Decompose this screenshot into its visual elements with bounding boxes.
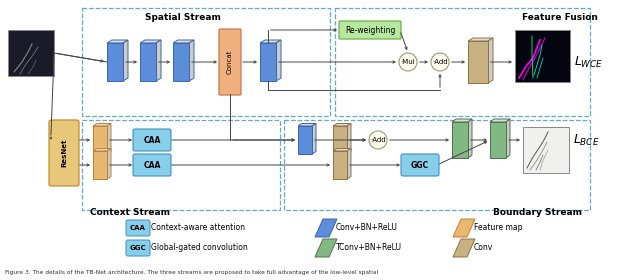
- Text: GGC: GGC: [411, 160, 429, 169]
- Circle shape: [399, 53, 417, 71]
- Bar: [82, 120, 280, 210]
- Polygon shape: [276, 40, 281, 81]
- FancyBboxPatch shape: [133, 129, 171, 151]
- Polygon shape: [107, 123, 111, 154]
- FancyBboxPatch shape: [49, 120, 79, 186]
- Circle shape: [431, 53, 449, 71]
- FancyBboxPatch shape: [133, 154, 171, 176]
- Polygon shape: [93, 151, 107, 179]
- Text: Global-gated convolution: Global-gated convolution: [151, 244, 248, 253]
- Polygon shape: [312, 123, 316, 154]
- Polygon shape: [315, 219, 337, 237]
- FancyBboxPatch shape: [401, 154, 439, 176]
- Polygon shape: [93, 126, 107, 154]
- Bar: [82, 8, 330, 116]
- Text: CAA: CAA: [143, 136, 161, 144]
- Bar: [515, 30, 570, 82]
- Polygon shape: [347, 123, 351, 154]
- Text: Conv: Conv: [474, 244, 493, 253]
- Circle shape: [369, 131, 387, 149]
- Polygon shape: [333, 126, 347, 154]
- FancyBboxPatch shape: [126, 240, 150, 256]
- Polygon shape: [107, 40, 128, 43]
- Polygon shape: [452, 119, 472, 122]
- Text: Spatial Stream: Spatial Stream: [145, 13, 221, 22]
- Text: Context-aware attention: Context-aware attention: [151, 223, 245, 232]
- FancyBboxPatch shape: [219, 29, 241, 95]
- Polygon shape: [315, 239, 337, 257]
- Polygon shape: [93, 148, 111, 151]
- Text: Feature map: Feature map: [474, 223, 522, 232]
- Text: TConv+BN+ReLU: TConv+BN+ReLU: [336, 244, 402, 253]
- Text: Conv+BN+ReLU: Conv+BN+ReLU: [336, 223, 398, 232]
- Polygon shape: [468, 41, 488, 83]
- Polygon shape: [107, 43, 123, 81]
- Bar: [335, 8, 590, 116]
- Text: Figure 3. The details of the TB-Net architecture. The three streams are proposed: Figure 3. The details of the TB-Net arch…: [5, 270, 378, 275]
- Bar: [523, 127, 569, 173]
- Polygon shape: [140, 40, 161, 43]
- Polygon shape: [298, 126, 312, 154]
- Polygon shape: [260, 40, 281, 43]
- Polygon shape: [333, 151, 347, 179]
- Polygon shape: [123, 40, 128, 81]
- Polygon shape: [173, 40, 194, 43]
- FancyBboxPatch shape: [126, 220, 150, 236]
- Text: CAA: CAA: [143, 160, 161, 169]
- Text: ·Add: ·Add: [370, 137, 386, 143]
- Polygon shape: [453, 219, 475, 237]
- Polygon shape: [107, 148, 111, 179]
- Polygon shape: [468, 38, 493, 41]
- Text: Context Stream: Context Stream: [90, 208, 170, 217]
- Text: GGC: GGC: [130, 245, 147, 251]
- Polygon shape: [298, 123, 316, 126]
- Polygon shape: [156, 40, 161, 81]
- Text: ResNet: ResNet: [61, 138, 67, 167]
- Polygon shape: [333, 123, 351, 126]
- Text: Re-weighting: Re-weighting: [345, 25, 395, 34]
- Polygon shape: [347, 148, 351, 179]
- Text: ·Add: ·Add: [432, 59, 448, 65]
- Polygon shape: [189, 40, 194, 81]
- FancyBboxPatch shape: [339, 21, 401, 39]
- Text: Feature Fusion: Feature Fusion: [522, 13, 598, 22]
- Polygon shape: [260, 43, 276, 81]
- Polygon shape: [173, 43, 189, 81]
- Polygon shape: [453, 239, 475, 257]
- Polygon shape: [468, 119, 472, 158]
- Text: Boundary Stream: Boundary Stream: [493, 208, 582, 217]
- Polygon shape: [490, 119, 510, 122]
- Text: ·Mul: ·Mul: [401, 59, 415, 65]
- Text: $L_{BCE}$: $L_{BCE}$: [573, 132, 600, 148]
- Bar: [8, 30, 54, 76]
- Polygon shape: [140, 43, 156, 81]
- Text: $L_{WCE}$: $L_{WCE}$: [574, 54, 604, 69]
- Text: CAA: CAA: [130, 225, 146, 231]
- Polygon shape: [452, 122, 468, 158]
- Polygon shape: [506, 119, 510, 158]
- Polygon shape: [490, 122, 506, 158]
- Polygon shape: [333, 148, 351, 151]
- Bar: [284, 120, 590, 210]
- Polygon shape: [488, 38, 493, 83]
- Text: Concat: Concat: [227, 50, 233, 74]
- Polygon shape: [93, 123, 111, 126]
